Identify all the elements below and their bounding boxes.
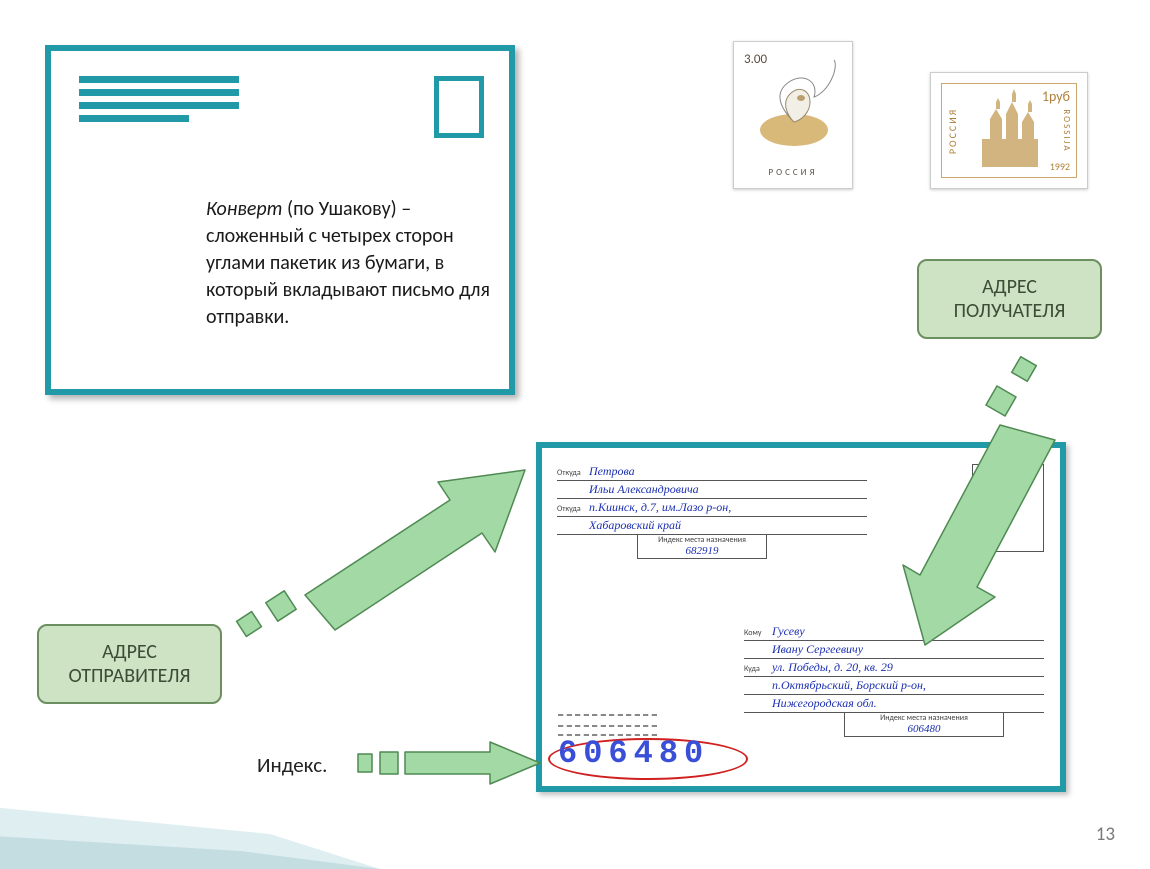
arrow-index — [350, 740, 550, 790]
sender-from-caption: Откуда — [557, 468, 589, 478]
recip-index-box: Индекс места назначения 606480 — [844, 713, 1004, 737]
sender-name-2: Ильи Александровича — [589, 482, 699, 497]
recip-to-caption: Кому — [744, 628, 772, 638]
postage-stamp-church: РОССИЯ ROSSIJA 1руб 1992 — [930, 72, 1088, 189]
definition-term: Конверт — [206, 197, 283, 221]
sender-where-caption: Откуда — [557, 504, 589, 514]
postage-stamp-bird: 3.00 РОССИЯ — [733, 41, 853, 189]
stamp1-price: 3.00 — [744, 52, 767, 67]
return-address-lines — [79, 76, 239, 128]
stamp-placeholder — [434, 76, 484, 138]
stamp2-price: 1руб — [1042, 88, 1070, 105]
recip-where-caption: Куда — [744, 664, 772, 674]
arrow-recipient — [865, 345, 1125, 655]
stamp1-country: РОССИЯ — [744, 167, 842, 178]
definition-text: Конверт (по Ушакову) – сложенный с четыр… — [206, 196, 506, 331]
recipient-label-text: АДРЕС ПОЛУЧАТЕЛЯ — [954, 275, 1066, 323]
recip-addr-2: п.Октябрьский, Борский р-он, — [772, 678, 926, 693]
stamp2-country: РОССИЯ — [946, 107, 959, 153]
sender-addr-1: п.Киинск, д.7, им.Лазо р-он, — [589, 500, 731, 515]
page-number: 13 — [1096, 823, 1115, 846]
definition-envelope: Конверт (по Ушакову) – сложенный с четыр… — [45, 45, 515, 395]
recip-addr-3: Нижегородская обл. — [772, 696, 877, 711]
sender-addr-2: Хабаровский край — [589, 518, 681, 533]
sender-idx-caption: Индекс места назначения — [638, 536, 766, 545]
definition-source: (по Ушакову) — [287, 197, 397, 221]
sender-address-block: ОткудаПетрова Ильи Александровича Откуда… — [557, 463, 867, 559]
sender-index-box: Индекс места назначения 682919 — [637, 535, 767, 559]
sender-idx: 682919 — [638, 545, 766, 557]
sender-label-text: АДРЕС ОТПРАВИТЕЛЯ — [68, 640, 190, 688]
stamp2-latin: ROSSIJA — [1061, 109, 1072, 152]
recip-name-1: Гусеву — [772, 624, 805, 639]
index-template — [558, 714, 678, 736]
sender-name-1: Петрова — [589, 464, 635, 479]
recip-name-2: Ивану Сергеевичу — [772, 642, 863, 657]
recip-addr-1: ул. Победы, д. 20, кв. 29 — [772, 660, 893, 675]
sender-address-label: АДРЕС ОТПРАВИТЕЛЯ — [37, 624, 222, 704]
stamp2-year: 1992 — [1050, 160, 1070, 173]
stamp1-art — [744, 52, 844, 162]
recipient-address-label: АДРЕС ПОЛУЧАТЕЛЯ — [917, 259, 1102, 339]
arrow-sender — [220, 455, 540, 655]
corner-accent — [0, 759, 380, 869]
recip-idx-caption: Индекс места назначения — [845, 714, 1003, 723]
recip-idx: 606480 — [845, 723, 1003, 735]
big-index: 606480 — [558, 735, 709, 772]
